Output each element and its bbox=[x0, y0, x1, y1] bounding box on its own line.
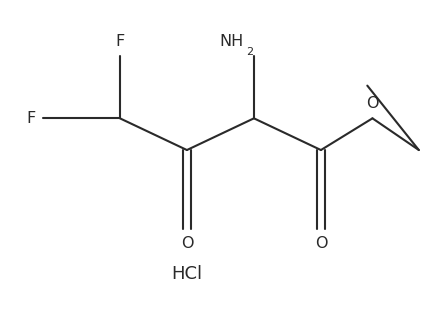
Text: HCl: HCl bbox=[171, 265, 202, 283]
Text: NH: NH bbox=[219, 34, 244, 49]
Text: O: O bbox=[366, 96, 379, 111]
Text: 2: 2 bbox=[246, 47, 253, 57]
Text: O: O bbox=[315, 236, 327, 251]
Text: O: O bbox=[181, 236, 193, 251]
Text: F: F bbox=[26, 111, 35, 126]
Text: F: F bbox=[116, 34, 124, 49]
